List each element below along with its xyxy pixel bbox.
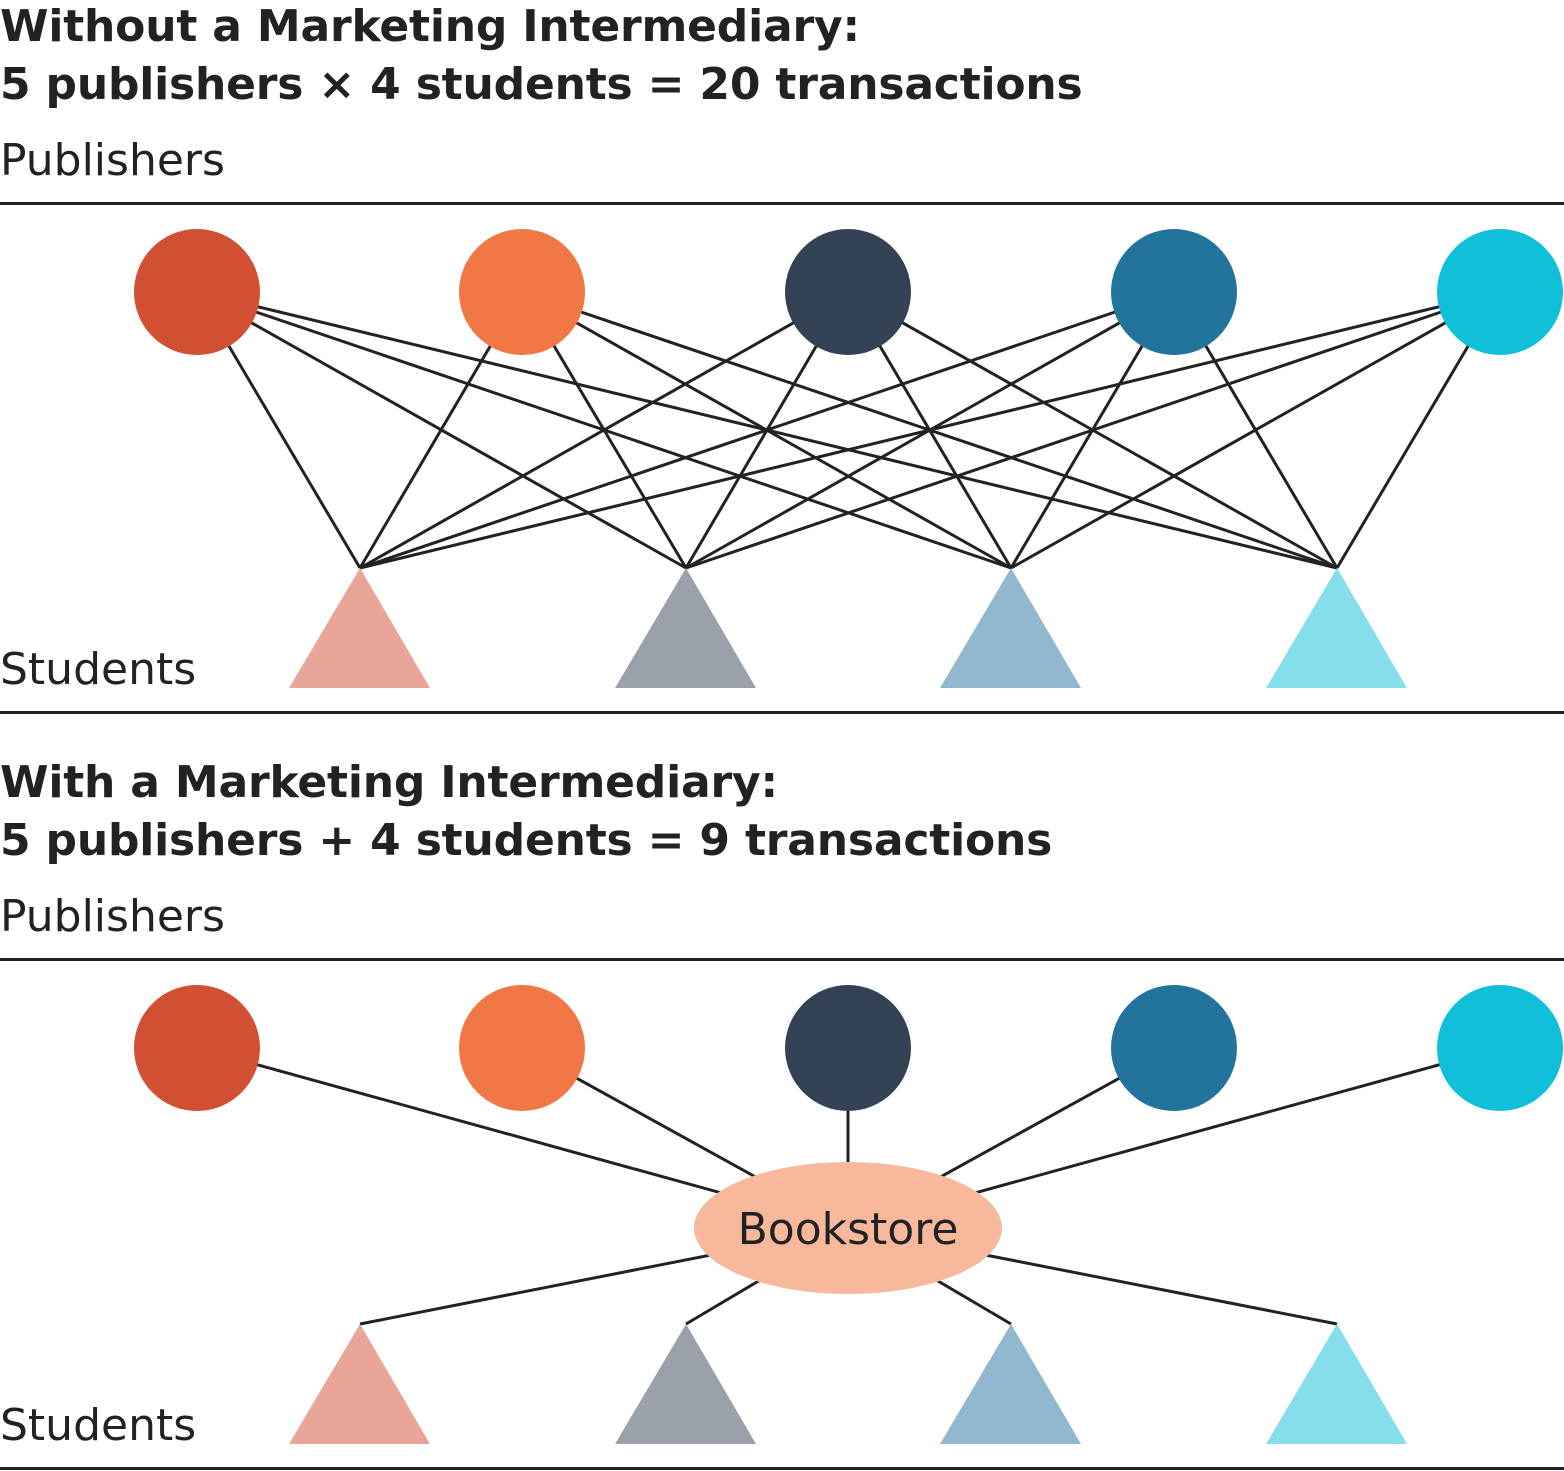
without-students-label: Students: [0, 644, 197, 695]
with-title-line1: With a Marketing Intermediary:: [0, 757, 778, 808]
bookstore-node: Bookstore: [694, 1162, 1002, 1294]
without-title-line1: Without a Marketing Intermediary:: [0, 1, 860, 52]
bookstore-ellipse: [694, 1162, 1002, 1294]
student-node: [1266, 568, 1407, 688]
student-node: [940, 568, 1081, 688]
publisher-node: [1437, 985, 1563, 1111]
publisher-node: [1437, 229, 1563, 355]
publisher-node: [459, 229, 585, 355]
transaction-line: [359, 290, 849, 570]
student-node: [1266, 1324, 1407, 1444]
publisher-node: [785, 985, 911, 1111]
without-student-nodes: [289, 568, 1407, 688]
without-publishers-divider: [0, 202, 1564, 205]
without-title-line2: 5 publishers × 4 students = 20 transacti…: [0, 59, 1083, 110]
publisher-node: [1111, 985, 1237, 1111]
with-publishers-label: Publishers: [0, 891, 225, 942]
publisher-node: [1111, 229, 1237, 355]
transaction-line: [1010, 290, 1501, 570]
student-node: [615, 568, 756, 688]
without-students-divider: [0, 711, 1564, 714]
student-node: [289, 1324, 430, 1444]
student-node: [940, 1324, 1081, 1444]
student-node: [615, 1324, 756, 1444]
without-publisher-nodes: [134, 229, 1563, 355]
without-intermediary-diagram: [134, 229, 1563, 688]
with-student-nodes: [289, 1324, 1407, 1444]
with-students-label: Students: [0, 1400, 197, 1451]
publisher-node: [134, 985, 260, 1111]
publisher-node: [459, 985, 585, 1111]
transaction-line: [359, 290, 1501, 570]
bookstore-label: Bookstore: [738, 1204, 959, 1255]
publisher-node: [134, 229, 260, 355]
with-publisher-nodes: [134, 985, 1563, 1111]
student-node: [289, 568, 430, 688]
transaction-line: [359, 290, 1175, 570]
with-publishers-divider: [0, 958, 1564, 961]
publisher-node: [785, 229, 911, 355]
without-publishers-label: Publishers: [0, 135, 225, 186]
with-title-line2: 5 publishers + 4 students = 9 transactio…: [0, 815, 1053, 866]
transaction-line: [685, 290, 1501, 570]
with-students-divider: [0, 1467, 1564, 1470]
with-intermediary-diagram: Bookstore: [134, 985, 1563, 1444]
